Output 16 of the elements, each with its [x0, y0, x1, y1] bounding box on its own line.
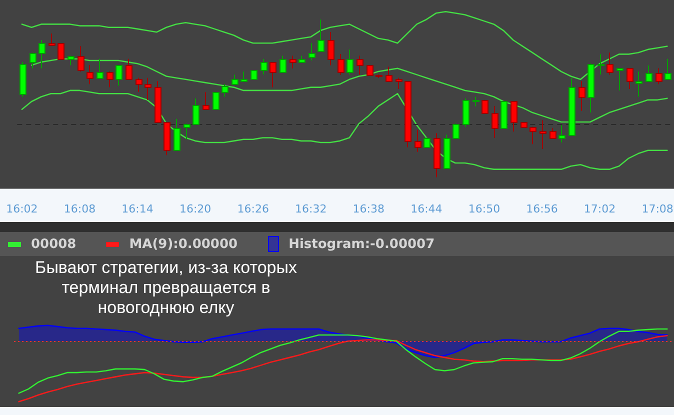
x-tick-label: 16:14: [122, 202, 154, 216]
legend-label: MA(9):0.00000: [129, 236, 238, 252]
x-tick-label: 16:44: [410, 202, 442, 216]
x-tick-label: 16:02: [6, 202, 38, 216]
x-tick-label: 17:08: [642, 202, 674, 216]
legend-label: 00008: [31, 236, 76, 252]
text: Бывают стратегии, из-за которых терминал превращается в новогоднюю елку: [34, 258, 298, 318]
x-tick-label: 16:26: [237, 202, 269, 216]
x-tick-label: 16:38: [352, 202, 384, 216]
x-tick-label: 16:32: [295, 202, 327, 216]
x-tick-label: 16:08: [64, 202, 96, 216]
x-tick-label: 17:02: [584, 202, 616, 216]
x-tick-label: 16:20: [179, 202, 212, 216]
legend-label: Histogram:-0.00007: [288, 236, 435, 252]
x-tick-label: 16:56: [526, 202, 558, 216]
x-tick-label: 16:50: [468, 202, 500, 216]
